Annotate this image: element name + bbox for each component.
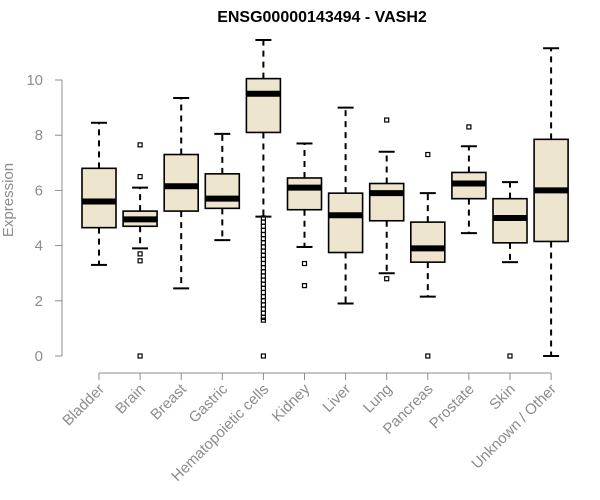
x-tick-label-5: Kidney xyxy=(269,380,314,425)
box-5 xyxy=(286,177,323,211)
outlier-4-25 xyxy=(260,317,266,323)
outlier-8-0 xyxy=(425,151,431,158)
outlier-4-20 xyxy=(260,298,266,304)
outlier-8-1 xyxy=(425,353,431,359)
box-6 xyxy=(327,192,364,254)
x-tick-label-2: Breast xyxy=(147,380,190,423)
box-0 xyxy=(81,167,117,229)
box-7 xyxy=(368,182,405,222)
outlier-4-17 xyxy=(260,285,266,291)
y-axis-label: Expression xyxy=(0,163,17,237)
box-8 xyxy=(409,221,446,263)
box-group-2 xyxy=(163,96,199,290)
y-tick-label-0: 0 xyxy=(35,348,43,365)
box-group-4 xyxy=(245,38,282,359)
outlier-4-23 xyxy=(260,310,266,316)
outlier-4-26 xyxy=(260,353,266,359)
outlier-4-18 xyxy=(260,289,266,296)
outlier-4-3 xyxy=(260,227,266,234)
outlier-4-24 xyxy=(260,314,266,320)
box-4 xyxy=(245,77,282,134)
outlier-10-0 xyxy=(507,353,513,359)
outlier-7-1 xyxy=(384,117,390,123)
x-tick-label-1: Brain xyxy=(112,381,149,418)
plot-area xyxy=(81,38,569,359)
outlier-4-11 xyxy=(260,260,266,267)
box-group-11 xyxy=(533,47,569,357)
outlier-4-8 xyxy=(260,248,266,254)
box-group-0 xyxy=(81,121,117,266)
box-group-3 xyxy=(204,132,241,242)
outlier-4-4 xyxy=(260,231,266,238)
outlier-7-0 xyxy=(384,276,390,282)
outlier-4-14 xyxy=(260,273,266,279)
box-group-10 xyxy=(492,181,528,359)
outlier-4-16 xyxy=(260,281,266,287)
x-tick-label-6: Liver xyxy=(319,381,354,416)
box-group-6 xyxy=(327,106,364,305)
box-2 xyxy=(163,153,199,212)
outlier-4-21 xyxy=(260,302,266,308)
y-tick-label-4: 8 xyxy=(35,127,43,144)
outlier-4-2 xyxy=(260,223,266,229)
outlier-1-0 xyxy=(137,258,143,264)
box-group-7 xyxy=(368,117,405,282)
y-tick-label-2: 4 xyxy=(35,238,43,255)
outlier-4-22 xyxy=(260,306,266,312)
outlier-4-19 xyxy=(260,294,266,300)
outlier-4-10 xyxy=(260,256,266,262)
y-tick-label-5: 10 xyxy=(26,72,43,89)
y-axis: 0 2 4 6 8 10 xyxy=(26,72,63,365)
x-tick-label-7: Lung xyxy=(360,381,396,417)
chart-title: ENSG00000143494 - VASH2 xyxy=(217,9,427,26)
outlier-4-12 xyxy=(260,265,266,271)
box-group-5 xyxy=(286,142,323,289)
outlier-4-1 xyxy=(260,219,266,225)
box-3 xyxy=(204,173,241,210)
outlier-5-1 xyxy=(301,283,308,289)
y-tick-label-1: 2 xyxy=(35,293,43,310)
x-tick-label-9: Prostate xyxy=(426,381,478,433)
box-group-8 xyxy=(409,151,446,359)
x-tick-label-10: Skin xyxy=(486,381,519,414)
outlier-9-0 xyxy=(466,124,472,130)
outlier-4-15 xyxy=(260,277,266,283)
outlier-4-9 xyxy=(260,252,266,258)
y-tick-label-3: 6 xyxy=(35,182,43,199)
outlier-4-7 xyxy=(260,244,266,250)
outlier-1-1 xyxy=(137,251,143,257)
box-group-9 xyxy=(451,124,487,235)
outlier-4-5 xyxy=(260,236,266,242)
box-group-1 xyxy=(122,142,158,359)
outlier-1-3 xyxy=(137,142,143,148)
outlier-5-0 xyxy=(301,260,308,267)
outlier-1-2 xyxy=(137,174,143,180)
outlier-4-13 xyxy=(260,269,266,275)
outlier-1-4 xyxy=(137,353,143,359)
outlier-4-6 xyxy=(260,240,266,246)
x-tick-label-0: Bladder xyxy=(59,381,108,430)
